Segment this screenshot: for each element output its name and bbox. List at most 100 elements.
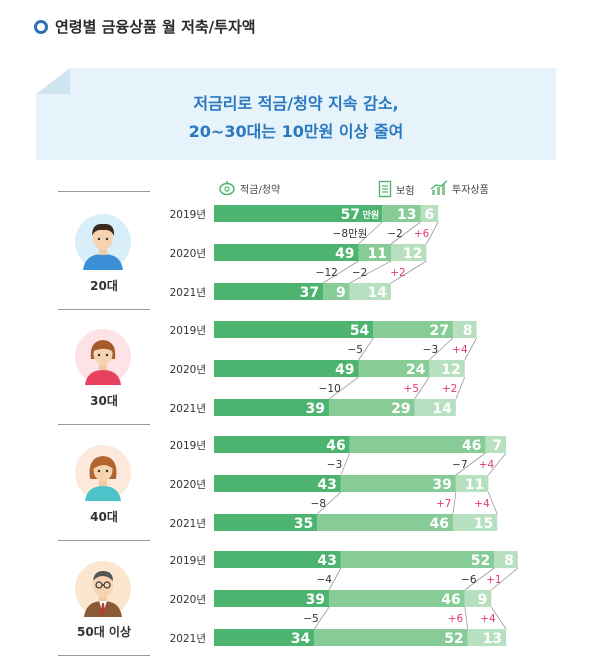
data-label: 15	[474, 516, 493, 532]
connector-line	[328, 376, 359, 400]
bar-segment	[340, 475, 456, 492]
connector-line	[358, 337, 374, 361]
banner-line-1: 저금리로 적금/청약 지속 감소,	[193, 94, 399, 113]
bar-segment	[214, 205, 383, 222]
data-label: 46	[429, 516, 448, 532]
young-man-avatar-icon	[75, 214, 131, 270]
data-label: 46	[441, 592, 460, 608]
connector-line	[390, 260, 427, 284]
divider	[58, 309, 150, 310]
year-label: 2020년	[170, 364, 206, 376]
data-label: 14	[368, 285, 388, 301]
banner-line-2: 20~30대는 10만원 이상 줄여	[188, 122, 404, 141]
bar-segment	[373, 321, 453, 338]
connector-line	[455, 452, 486, 476]
legend-investment-label: 투자상품	[452, 184, 489, 196]
investment-chart-icon	[430, 180, 448, 195]
change-label: −7	[452, 459, 467, 471]
banner-fold-corner	[36, 68, 70, 94]
data-label: 57	[341, 207, 360, 223]
bar-segment	[214, 360, 359, 377]
data-label: 49	[335, 246, 354, 262]
bar-segment	[349, 436, 486, 453]
data-label: 12	[403, 246, 422, 262]
change-label: −3	[423, 344, 438, 356]
data-label: 46	[462, 438, 481, 454]
bar-segment	[214, 629, 315, 646]
change-label: −5	[303, 613, 318, 625]
year-label: 2019년	[170, 440, 206, 452]
year-label: 2020년	[170, 479, 206, 491]
bar-segment	[391, 244, 427, 261]
data-label: 46	[326, 438, 345, 454]
change-label: +4	[452, 344, 468, 356]
bar-segment	[214, 436, 350, 453]
bar-segment	[314, 629, 468, 646]
young-woman-avatar-icon	[75, 329, 131, 385]
connector-line	[322, 260, 359, 284]
piggy-bank-icon	[219, 181, 235, 196]
bar-segment	[464, 590, 492, 607]
connector-line	[464, 337, 477, 361]
connector-line	[426, 221, 439, 245]
bar-segment	[358, 360, 430, 377]
data-label: 52	[471, 553, 490, 569]
connector-line	[452, 491, 457, 515]
headline-banner: 저금리로 적금/청약 지속 감소, 20~30대는 10만원 이상 줄여	[36, 68, 556, 160]
connector-line	[464, 606, 469, 630]
divider	[58, 191, 150, 192]
year-label: 2021년	[170, 518, 206, 530]
connector-line	[328, 567, 342, 591]
change-label: +2	[390, 267, 405, 279]
divider	[58, 424, 150, 425]
bar-segment	[455, 475, 489, 492]
bar-segment	[358, 244, 391, 261]
change-label: −3	[327, 459, 342, 471]
bar-segment	[340, 551, 495, 568]
data-label: 14	[432, 401, 452, 417]
data-label: 37	[300, 285, 319, 301]
year-label: 2021년	[170, 403, 206, 415]
data-label: 12	[441, 362, 460, 378]
data-label: 52	[444, 631, 463, 647]
connector-line	[390, 221, 421, 245]
year-label: 2020년	[170, 248, 206, 260]
bar-segment	[214, 399, 330, 416]
title-row: 연령별 금융상품 월 저축/투자액	[34, 16, 256, 37]
page-title: 연령별 금융상품 월 저축/투자액	[55, 18, 256, 36]
change-label: −12	[316, 267, 338, 279]
legend-savings: 적금/청약	[218, 180, 280, 196]
unit-label: 만원	[363, 209, 380, 221]
data-label: 11	[368, 246, 387, 262]
connector-line	[491, 567, 519, 591]
data-label: 13	[397, 207, 416, 223]
change-label: −2	[387, 228, 402, 240]
data-label: 13	[483, 631, 502, 647]
woman-avatar-icon	[75, 445, 131, 501]
bar-segment	[323, 283, 350, 300]
bar-segment	[452, 321, 477, 338]
connector-line	[455, 376, 466, 400]
divider	[58, 655, 150, 656]
change-label: +2	[442, 383, 457, 395]
divider	[58, 540, 150, 541]
data-label: 9	[478, 592, 488, 608]
connector-line	[313, 606, 330, 630]
bar-segment	[494, 551, 518, 568]
bar-segment	[329, 590, 465, 607]
data-label: 24	[406, 362, 426, 378]
bar-segment	[429, 360, 465, 377]
year-label: 2019년	[170, 555, 206, 567]
change-label: +1	[486, 574, 501, 586]
data-label: 29	[391, 401, 410, 417]
change-label: −10	[319, 383, 341, 395]
data-label: 6	[424, 207, 434, 223]
connector-line	[429, 337, 454, 361]
group-label-20s: 20대	[90, 279, 118, 293]
bar-segment	[485, 436, 507, 453]
connector-line	[464, 567, 495, 591]
change-label: +4	[479, 459, 495, 471]
bar-segment	[349, 283, 391, 300]
bar-segment	[214, 321, 374, 338]
bar-segment	[214, 590, 330, 607]
